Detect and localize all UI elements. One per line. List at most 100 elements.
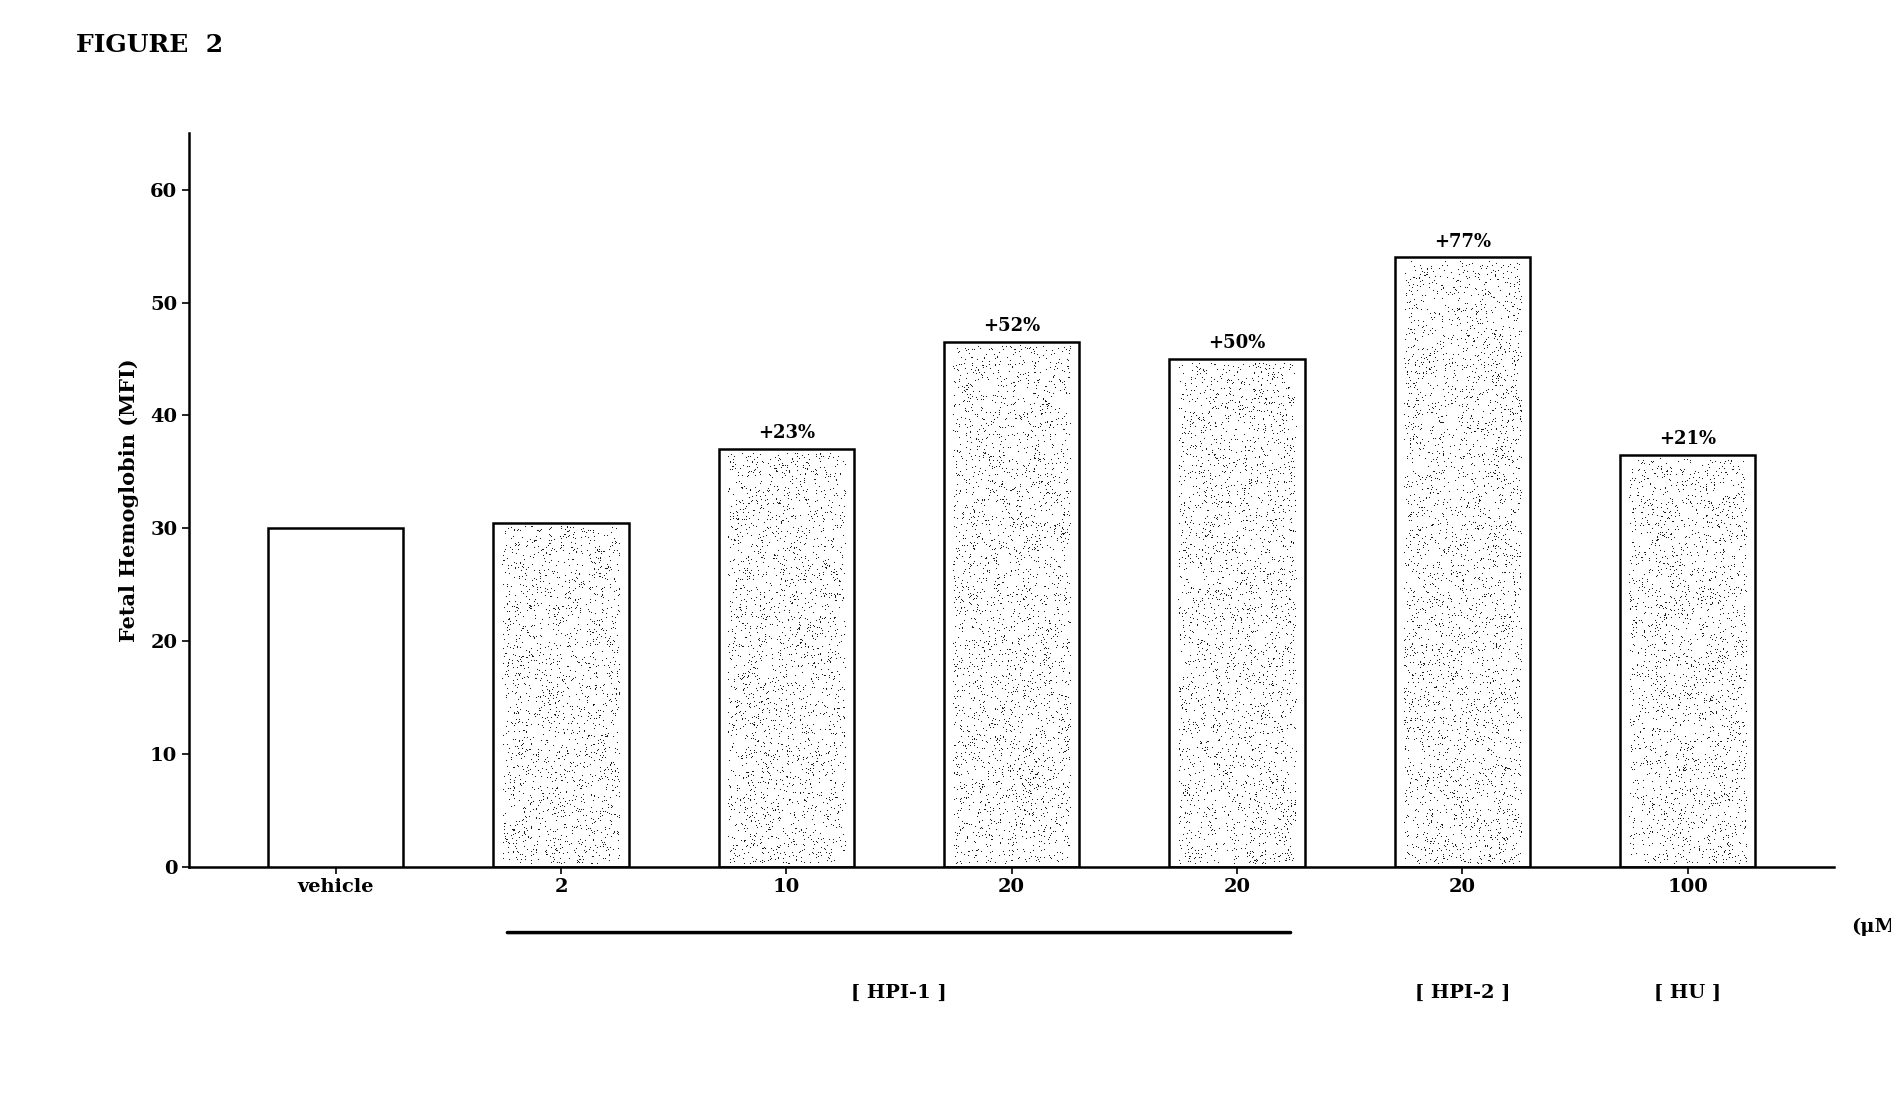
Point <box>802 504 832 522</box>
Point <box>1450 828 1481 845</box>
Point <box>720 629 751 647</box>
Point <box>1657 459 1687 477</box>
Point <box>993 585 1023 603</box>
Point <box>946 434 976 452</box>
Point <box>1223 450 1254 468</box>
Point <box>1040 673 1070 691</box>
Point <box>1490 448 1520 466</box>
Point <box>1475 760 1505 778</box>
Point <box>1042 703 1072 721</box>
Point <box>1182 691 1212 709</box>
Point <box>1483 812 1513 830</box>
Point <box>1473 608 1503 625</box>
Point <box>1696 732 1726 750</box>
Point <box>1275 472 1305 490</box>
Point <box>567 805 598 823</box>
Point <box>792 642 823 660</box>
Point <box>1433 682 1464 700</box>
Point <box>946 447 976 464</box>
Point <box>1702 583 1732 601</box>
Point <box>588 684 618 702</box>
Point <box>1494 486 1524 503</box>
Point <box>957 357 987 374</box>
Point <box>1725 678 1755 695</box>
Point <box>1416 477 1447 494</box>
Point <box>1239 818 1269 835</box>
Point <box>830 533 860 551</box>
Point <box>1191 641 1222 659</box>
Point <box>794 613 824 631</box>
Point <box>571 740 601 758</box>
Point <box>1439 379 1469 397</box>
Point <box>1500 354 1530 372</box>
Point <box>1403 391 1433 409</box>
Point <box>1163 772 1193 790</box>
Point <box>501 632 531 650</box>
Point <box>783 741 813 759</box>
Point <box>946 718 976 735</box>
Point <box>1015 848 1046 865</box>
Point <box>1403 534 1433 552</box>
Point <box>1636 740 1666 758</box>
Point <box>1691 744 1721 762</box>
Point <box>1252 469 1282 487</box>
Point <box>1479 584 1509 602</box>
Point <box>554 753 584 771</box>
Point <box>1242 713 1273 731</box>
Point <box>1237 583 1267 601</box>
Point <box>1237 371 1267 389</box>
Point <box>1691 643 1721 661</box>
Point <box>1675 740 1706 758</box>
Point <box>1390 330 1420 348</box>
Point <box>1012 406 1042 423</box>
Point <box>804 848 834 865</box>
Point <box>524 699 554 717</box>
Point <box>1479 446 1509 463</box>
Point <box>1237 582 1267 600</box>
Point <box>1439 604 1469 622</box>
Point <box>949 414 980 432</box>
Point <box>535 673 565 691</box>
Point <box>980 814 1010 832</box>
Point <box>734 808 764 825</box>
Point <box>1719 690 1749 708</box>
Point <box>730 617 760 634</box>
Point <box>1634 561 1664 579</box>
Point <box>1405 760 1435 778</box>
Point <box>1267 406 1297 423</box>
Point <box>550 761 581 779</box>
Point <box>531 731 562 749</box>
Point <box>1220 527 1250 544</box>
Point <box>1023 750 1053 768</box>
Point <box>1666 628 1696 645</box>
Point <box>1498 464 1528 482</box>
Point <box>1449 529 1479 547</box>
Point <box>1481 446 1511 463</box>
Point <box>824 672 855 690</box>
Point <box>507 749 537 767</box>
Point <box>501 695 531 713</box>
Point <box>1481 392 1511 410</box>
Point <box>1441 353 1471 371</box>
Point <box>1411 350 1441 368</box>
Point <box>531 538 562 556</box>
Point <box>1195 644 1225 662</box>
Point <box>1212 393 1242 411</box>
Point <box>1452 520 1483 538</box>
Point <box>1622 789 1653 807</box>
Point <box>1267 464 1297 482</box>
Point <box>1726 580 1757 598</box>
Point <box>1706 493 1736 511</box>
Point <box>1498 521 1528 539</box>
Point <box>963 823 993 841</box>
Point <box>1409 339 1439 357</box>
Point <box>756 523 787 541</box>
Point <box>1189 543 1220 561</box>
Point <box>1467 446 1498 463</box>
Point <box>1409 578 1439 595</box>
Point <box>751 496 781 513</box>
Point <box>961 672 991 690</box>
Point <box>516 577 546 594</box>
Point <box>543 803 573 821</box>
Point <box>1709 791 1740 809</box>
